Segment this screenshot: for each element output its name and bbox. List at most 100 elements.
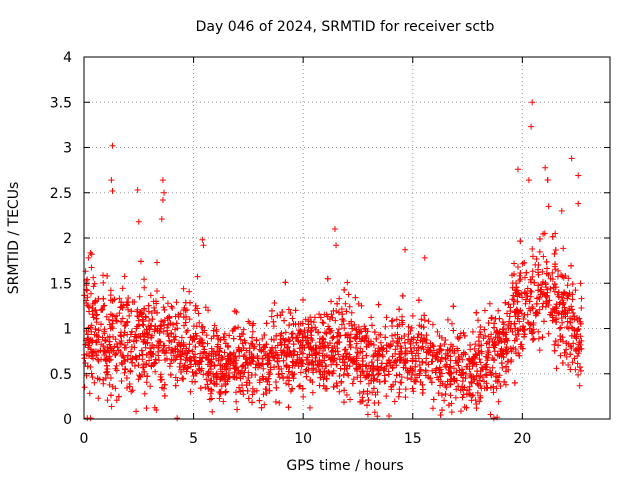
data-point — [218, 383, 225, 390]
data-point — [110, 333, 117, 340]
data-point — [120, 332, 127, 339]
data-point — [160, 189, 167, 196]
x-tick-label: 5 — [189, 431, 198, 447]
data-point — [517, 238, 524, 245]
data-point — [299, 360, 306, 367]
data-point — [245, 395, 252, 402]
data-point — [133, 337, 140, 344]
data-point — [135, 218, 142, 225]
data-point — [149, 316, 156, 323]
data-point — [275, 363, 282, 370]
data-point — [510, 300, 517, 307]
data-point — [461, 384, 468, 391]
data-point — [155, 357, 162, 364]
data-point — [204, 340, 211, 347]
data-point — [454, 347, 461, 354]
data-point — [422, 372, 429, 379]
data-point — [578, 295, 585, 302]
data-point — [289, 362, 296, 369]
data-point — [368, 359, 375, 366]
data-point — [450, 365, 457, 372]
data-point — [475, 334, 482, 341]
data-point — [498, 338, 505, 345]
data-point — [499, 319, 506, 326]
data-point — [284, 344, 291, 351]
data-point — [233, 398, 240, 405]
data-point — [575, 172, 582, 179]
data-point — [357, 378, 364, 385]
data-point — [259, 335, 266, 342]
data-point — [466, 355, 473, 362]
data-point — [294, 356, 301, 363]
data-point — [127, 348, 134, 355]
data-point — [102, 337, 109, 344]
data-point — [316, 382, 323, 389]
data-point — [437, 411, 444, 418]
data-point — [380, 367, 387, 374]
data-point — [374, 413, 381, 420]
data-point — [277, 339, 284, 346]
data-point — [511, 260, 518, 267]
data-point — [368, 340, 375, 347]
data-point — [568, 262, 575, 269]
data-point — [123, 374, 130, 381]
data-point — [259, 360, 266, 367]
data-point — [535, 328, 542, 335]
data-point — [157, 339, 164, 346]
data-point — [158, 376, 165, 383]
data-point — [416, 322, 423, 329]
data-point — [453, 369, 460, 376]
data-point — [462, 370, 469, 377]
data-point — [509, 296, 516, 303]
data-point — [304, 361, 311, 368]
data-point — [442, 391, 449, 398]
data-point — [379, 346, 386, 353]
data-point — [540, 231, 547, 238]
data-point — [123, 384, 130, 391]
data-point — [455, 353, 462, 360]
data-point — [290, 341, 297, 348]
data-point — [437, 373, 444, 380]
data-point — [239, 363, 246, 370]
data-point — [404, 375, 411, 382]
data-point — [558, 311, 565, 318]
data-point — [476, 329, 483, 336]
data-point — [284, 350, 291, 357]
data-point — [552, 230, 559, 237]
data-point — [454, 359, 461, 366]
data-point — [567, 366, 574, 373]
data-point — [152, 368, 159, 375]
data-point — [514, 166, 521, 173]
data-point — [338, 306, 345, 313]
data-point — [102, 356, 109, 363]
data-point — [276, 399, 283, 406]
data-point — [418, 316, 425, 323]
data-point — [387, 362, 394, 369]
data-point — [106, 338, 113, 345]
data-point — [159, 177, 166, 184]
data-point — [194, 305, 201, 312]
data-point — [549, 317, 556, 324]
data-point — [179, 375, 186, 382]
data-point — [237, 388, 244, 395]
data-point — [98, 307, 105, 314]
data-point — [575, 371, 582, 378]
data-point — [253, 387, 260, 394]
data-point — [253, 337, 260, 344]
data-point — [167, 371, 174, 378]
data-point — [502, 336, 509, 343]
data-point — [136, 293, 143, 300]
data-point — [339, 356, 346, 363]
y-tick-label: 0.5 — [50, 367, 72, 383]
data-point — [189, 369, 196, 376]
data-point — [341, 387, 348, 394]
data-point — [178, 334, 185, 341]
data-point — [570, 309, 577, 316]
data-point — [555, 267, 562, 274]
data-point — [223, 363, 230, 370]
data-point — [92, 339, 99, 346]
data-point — [143, 361, 150, 368]
data-point — [379, 352, 386, 359]
data-point — [540, 253, 547, 260]
data-point — [523, 290, 530, 297]
